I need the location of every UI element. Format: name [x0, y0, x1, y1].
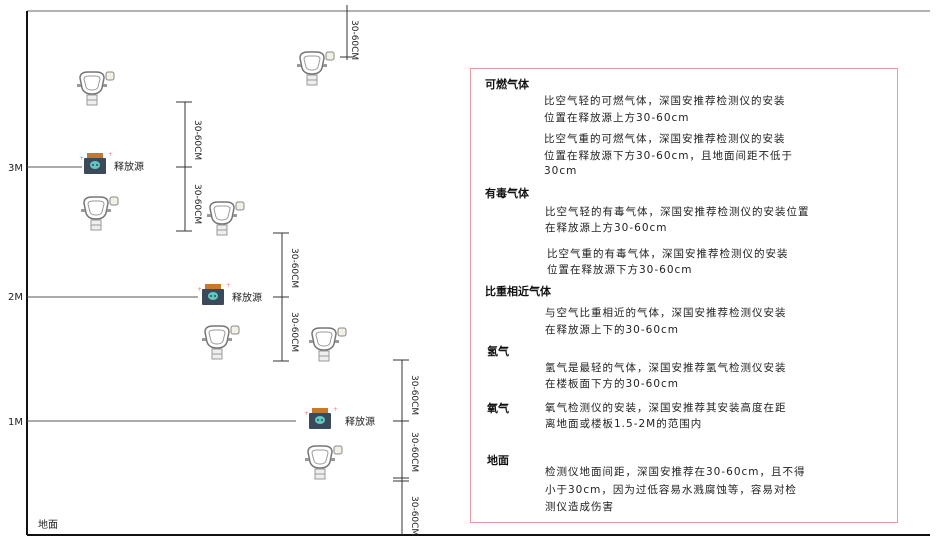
dimension-lines: [176, 5, 409, 535]
note-line: 氢气是最轻的气体，深国安推荐氢气检测仪安装: [545, 362, 787, 374]
dimension-label: 30-60CM: [289, 312, 299, 352]
dimension-label: 30-60CM: [409, 432, 419, 472]
note-line: 比空气轻的有毒气体，深国安推荐检测仪的安装位置: [545, 206, 810, 218]
dimension-label: 30-60CM: [349, 20, 359, 60]
dimension-label: 30-60CM: [289, 248, 299, 288]
release-source-icon: [79, 151, 114, 174]
note-line: 30cm: [544, 165, 578, 177]
note-line: 位置在释放源上方30-60cm: [544, 112, 690, 124]
note-line: 检测仪地面间距，深国安推荐在30-60cm，且不得: [545, 466, 806, 478]
dimension-label: 30-60CM: [192, 120, 202, 160]
section-title-ground: 地面: [487, 454, 509, 467]
note-line: 比空气轻的可燃气体，深国安推荐检测仪的安装: [544, 95, 786, 107]
release-source-icon: [304, 406, 339, 429]
section-title-similar: 比重相近气体: [485, 285, 551, 298]
note-line: 小于30cm，因为过低容易水溅腐蚀等，容易对检: [545, 484, 797, 496]
dimension-label: 30-60CM: [192, 184, 202, 224]
section-title-toxic: 有毒气体: [485, 187, 529, 200]
note-line: 位置在释放源下方30-60cm: [547, 264, 693, 276]
gas-detector-icon: [80, 196, 119, 231]
section-title-combustible: 可燃气体: [485, 78, 529, 91]
note-line: 氧气检测仪的安装，深国安推荐其安装高度在距: [545, 402, 787, 414]
gas-detector-icon: [304, 445, 343, 480]
note-line: 位置在释放源下方30-60cm，且地面间距不低于: [544, 150, 794, 162]
note-line: 比空气重的有毒气体，深国安推荐检测仪的安装: [547, 248, 789, 260]
note-line: 离地面或楼板1.5-2M的范围内: [545, 418, 703, 430]
section-title-oxygen: 氧气: [487, 402, 509, 415]
release-source-label: 释放源: [345, 415, 375, 428]
gas-detector-icon: [308, 327, 347, 362]
gas-detector-icon: [296, 51, 335, 86]
release-source-label: 释放源: [232, 291, 262, 304]
section-title-hydrogen: 氢气: [487, 345, 509, 358]
note-line: 在释放源上方30-60cm: [545, 222, 668, 234]
notes-box: [470, 68, 898, 523]
ground-label: 地面: [38, 518, 58, 531]
gas-detector-icon: [206, 201, 245, 236]
note-line: 在释放源上下的30-60cm: [545, 324, 680, 336]
note-line: 测仪造成伤害: [545, 501, 614, 513]
gas-detector-icon: [201, 325, 240, 360]
note-line: 在楼板面下方的30-60cm: [545, 378, 680, 390]
dimension-label: 30-60CM: [409, 375, 419, 415]
gas-detector-icon: [76, 71, 115, 106]
level-1m-label: 1M: [8, 417, 23, 428]
level-3m-label: 3M: [8, 163, 23, 174]
release-source-icon: [197, 282, 232, 305]
level-2m-label: 2M: [8, 292, 23, 303]
note-line: 与空气比重相近的气体，深国安推荐检测仪安装: [545, 307, 787, 319]
note-line: 比空气重的可燃气体，深国安推荐检测仪的安装: [544, 133, 786, 145]
release-source-label: 释放源: [114, 160, 144, 173]
dimension-label: 30-60CM: [409, 496, 419, 536]
